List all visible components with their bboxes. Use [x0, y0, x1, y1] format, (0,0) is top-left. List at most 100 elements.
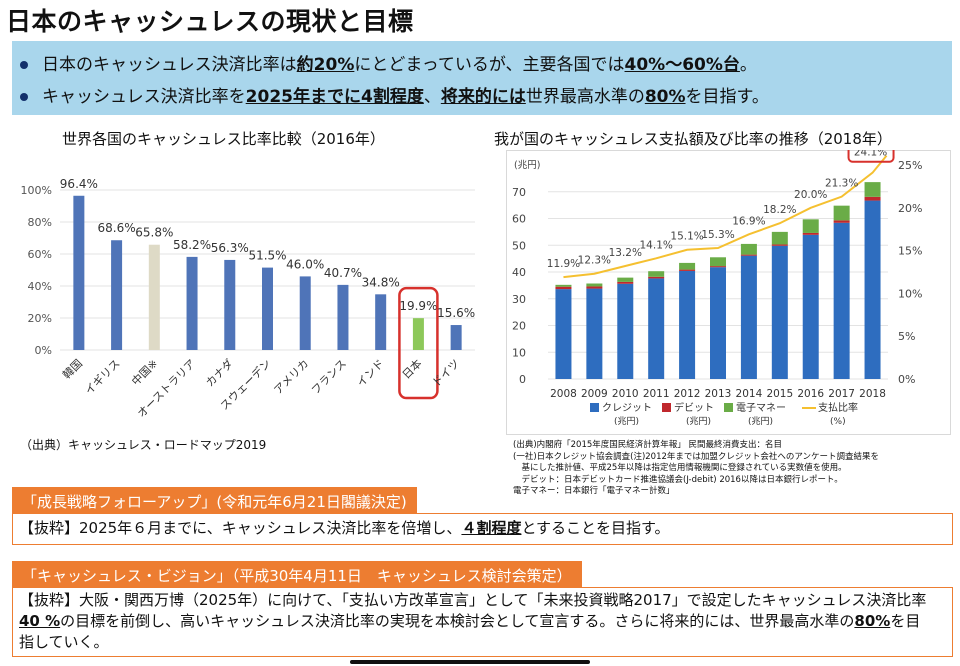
x-tick-label: 2011	[643, 388, 670, 400]
source-line: デビット：日本デビットカード推進協議会(J-debit) 2016以降は日本銀行…	[513, 474, 843, 485]
legend-label: クレジット	[602, 402, 652, 414]
bar-segment	[617, 281, 634, 284]
y-left-tick-label: 60	[512, 213, 526, 226]
x-tick-label: イギリス	[82, 357, 122, 397]
bar-segment	[864, 196, 881, 201]
left-chart-title: 世界各国のキャッシュレス比率比較（2016年）	[62, 130, 385, 148]
section1-heading: 「成長戦略フォローアップ」(令和元年6月21日閣議決定)	[12, 487, 417, 516]
summary-text: 日本のキャッシュレス決済比率は	[42, 55, 297, 75]
y-tick-label: 0%	[35, 344, 52, 357]
bar-segment	[555, 286, 572, 290]
bar-segment	[586, 288, 603, 379]
highlight-box	[398, 286, 439, 400]
x-tick-label: 日本	[399, 356, 424, 381]
legend-label: 電子マネー	[736, 402, 786, 414]
bar	[337, 284, 349, 350]
section2-heading: 「キャッシュレス・ビジョン」（平成30年4月11日 キャッシュレス検討会策定）	[12, 561, 582, 590]
y-right-tick-label: 25%	[898, 159, 922, 172]
bar	[148, 244, 160, 350]
y-right-tick-label: 15%	[898, 245, 922, 258]
summary-text: にとどまっているが、主要各国では	[354, 55, 625, 75]
data-label: 68.6%	[98, 221, 136, 235]
y-left-tick-label: 0	[519, 373, 526, 386]
x-tick-label: ドイツ	[430, 357, 463, 390]
y-tick-label: 100%	[21, 184, 52, 197]
bar-segment	[555, 284, 572, 287]
x-tick-label: カナダ	[203, 356, 236, 389]
summary-line-2: キャッシュレス決済比率を2025年までに4割程度、将来的には世界最高水準の80%…	[20, 82, 769, 107]
bar-segment	[710, 266, 726, 268]
summary-text: 世界最高水準の	[525, 87, 645, 107]
summary-line-1: 日本のキャッシュレス決済比率は約20%にとどまっているが、主要各国では40%〜6…	[20, 50, 757, 75]
section2-line: 指していく。	[19, 633, 109, 651]
source-line: (一社)日本クレジット協会調査(注)2012年までは加盟クレジット会社へのアンケ…	[513, 451, 880, 462]
data-label: 96.4%	[60, 177, 98, 191]
ratio-line	[563, 154, 888, 279]
data-label: 34.8%	[362, 275, 400, 289]
right-chart-frame	[506, 150, 951, 435]
x-tick-label: 2013	[705, 388, 732, 400]
source-line: 基にした推計値、平成25年以降は指定信用情報機関に登録されている実数値を使用。	[513, 463, 847, 473]
legend-swatch	[590, 403, 599, 412]
section2-text: を目	[890, 612, 921, 630]
bar	[450, 325, 462, 350]
bar-segment	[833, 205, 850, 221]
section1-emphasis: ４割程度	[461, 519, 522, 537]
summary-text: キャッシュレス決済比率を	[42, 87, 246, 107]
bar-segment	[710, 257, 726, 267]
x-tick-label: 中国※	[129, 357, 160, 388]
bar	[111, 240, 123, 350]
source-line: 電子マネー：日本銀行「電子マネー計数」	[513, 486, 675, 496]
scroll-indicator[interactable]	[350, 660, 590, 664]
bar-segment	[555, 289, 572, 379]
right-chart-title: 我が国のキャッシュレス支払額及び比率の推移（2018年）	[494, 130, 892, 148]
y-tick-label: 40%	[28, 280, 52, 293]
ratio-label: 21.3%	[825, 178, 858, 190]
bar-segment	[648, 276, 665, 279]
bar-segment	[679, 269, 696, 271]
summary-text: を目指す。	[685, 87, 769, 107]
y-right-tick-label: 0%	[898, 373, 915, 386]
y-tick-label: 80%	[28, 216, 52, 229]
bar-segment	[771, 244, 788, 246]
bar-segment	[679, 270, 696, 379]
bar	[299, 276, 311, 350]
ratio-label: 11.9%	[547, 258, 580, 270]
x-tick-label: フランス	[309, 357, 349, 397]
bar	[262, 267, 273, 350]
section2-line: 【抜粋】大阪・関西万博（2025年）に向けて、「支払い方改革宣言」として「未来投…	[19, 591, 927, 609]
bar-segment	[833, 222, 850, 379]
y-left-tick-label: 40	[512, 266, 526, 279]
data-label: 19.9%	[399, 299, 437, 313]
data-label: 51.5%	[248, 249, 286, 263]
x-tick-label: 韓国	[60, 357, 85, 382]
ratio-label: 15.3%	[701, 229, 734, 241]
x-tick-label: アメリカ	[271, 357, 311, 397]
summary-text: 。	[739, 55, 757, 75]
data-label: 58.2%	[173, 238, 211, 252]
bar-segment	[648, 271, 665, 277]
bullet-icon	[20, 61, 28, 69]
x-tick-label: 2018	[859, 388, 886, 400]
bar-segment	[648, 278, 665, 379]
summary-emphasis: 将来的には	[440, 87, 526, 107]
section1-body: 【抜粋】2025年６月までに、キャッシュレス決済比率を倍増し、４割程度とすること…	[12, 513, 953, 545]
y-right-tick-label: 5%	[898, 330, 915, 343]
x-tick-label: 2009	[581, 388, 608, 400]
ratio-label: 12.3%	[578, 255, 611, 267]
data-label: 65.8%	[135, 226, 173, 240]
bar-segment	[802, 232, 819, 235]
x-tick-label: インド	[354, 357, 387, 390]
summary-emphasis: 40%〜60%台	[624, 55, 740, 75]
bullet-icon	[20, 93, 28, 101]
summary-banner: 日本のキャッシュレス決済比率は約20%にとどまっているが、主要各国では40%〜6…	[12, 41, 952, 115]
cashless-trend-chart: 0 10 20 30 40 50 60 70 (兆円) 0% 5% 10% 15% 20% 25% 2008 2…	[512, 150, 922, 427]
x-tick-label: 2016	[797, 388, 824, 400]
left-chart-source: （出典）キャッシュレス・ロードマップ2019	[20, 438, 267, 452]
ratio-label: 16.9%	[732, 215, 765, 227]
bar	[412, 318, 424, 350]
ratio-label: 13.2%	[609, 247, 642, 259]
bar-segment	[802, 234, 819, 379]
y-right-tick-label: 10%	[898, 287, 922, 300]
data-label: 40.7%	[324, 266, 362, 280]
